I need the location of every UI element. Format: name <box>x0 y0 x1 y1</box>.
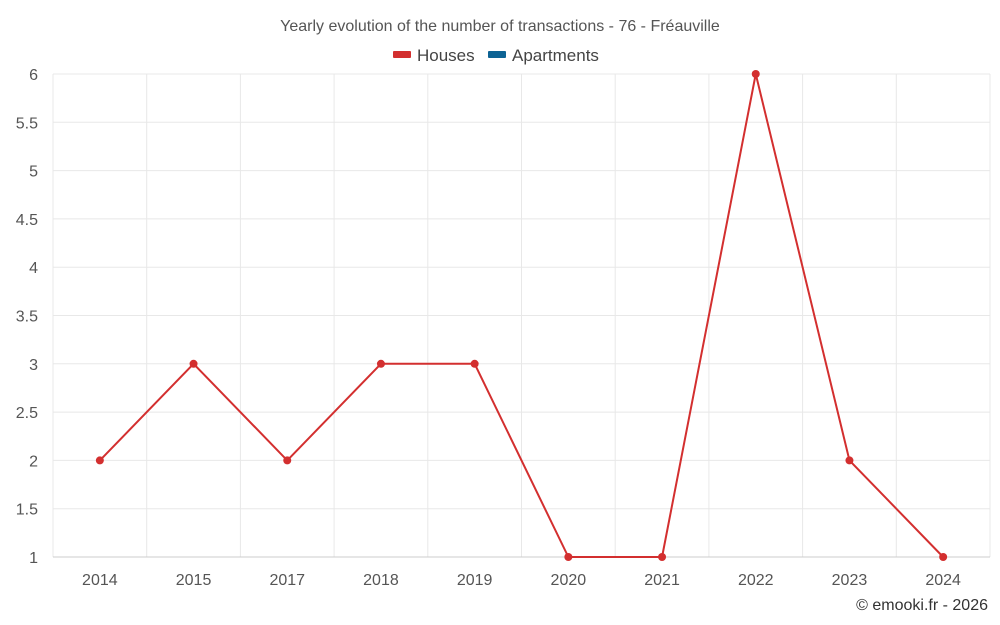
x-tick-label: 2014 <box>82 572 118 589</box>
data-point-houses-2014[interactable] <box>95 456 104 465</box>
data-point-houses-2021[interactable] <box>658 553 667 561</box>
y-tick-label: 4 <box>29 260 38 277</box>
y-tick-label: 3 <box>29 357 38 374</box>
data-point-houses-2017[interactable] <box>283 456 292 465</box>
legend: Houses Apartments <box>393 46 599 65</box>
y-tick-label: 2.5 <box>16 405 38 422</box>
series-line-houses <box>99 73 944 558</box>
grid <box>52 73 991 558</box>
x-tick-label: 2020 <box>551 572 587 589</box>
x-tick-label: 2015 <box>176 572 212 589</box>
y-tick-label: 2 <box>29 453 38 470</box>
y-tick-label: 1.5 <box>16 502 38 519</box>
x-tick-label: 2024 <box>925 572 961 589</box>
x-axis: 2014 2015 2017 2018 2019 2020 2021 2022 2023 2024 <box>53 556 990 589</box>
legend-swatch-houses <box>393 51 411 58</box>
data-point-houses-2019[interactable] <box>470 359 479 368</box>
series-layer <box>95 70 948 561</box>
x-tick-label: 2019 <box>457 572 493 589</box>
chart-title: Yearly evolution of the number of transa… <box>280 18 720 35</box>
y-tick-label: 3.5 <box>16 309 38 326</box>
data-point-houses-2018[interactable] <box>376 359 385 368</box>
data-point-houses-2015[interactable] <box>189 359 198 368</box>
x-tick-label: 2023 <box>832 572 868 589</box>
x-tick-label: 2017 <box>269 572 305 589</box>
y-tick-label: 6 <box>29 67 38 84</box>
y-tick-label: 1 <box>29 550 38 567</box>
legend-swatch-apartments <box>488 51 506 58</box>
legend-label-apartments: Apartments <box>512 46 599 65</box>
x-tick-label: 2018 <box>363 572 399 589</box>
y-axis: 1 1.5 2 2.5 3 3.5 4 4.5 5 5.5 6 <box>16 67 38 567</box>
x-tick-label: 2022 <box>738 572 774 589</box>
data-point-houses-2020[interactable] <box>564 553 573 561</box>
data-point-houses-2023[interactable] <box>845 456 854 465</box>
legend-label-houses: Houses <box>417 46 475 65</box>
y-tick-label: 4.5 <box>16 212 38 229</box>
data-point-houses-2022[interactable] <box>751 70 760 78</box>
legend-item-apartments[interactable]: Apartments <box>488 46 599 65</box>
x-tick-label: 2021 <box>644 572 680 589</box>
legend-item-houses[interactable]: Houses <box>393 46 475 65</box>
y-tick-label: 5 <box>29 164 38 181</box>
data-point-houses-2024[interactable] <box>939 553 948 561</box>
y-tick-label: 5.5 <box>16 115 38 132</box>
credit: © emooki.fr - 2026 <box>856 597 988 614</box>
